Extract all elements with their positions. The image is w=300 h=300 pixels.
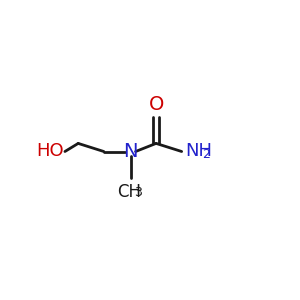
Text: NH: NH [185, 142, 212, 160]
Text: O: O [148, 95, 164, 114]
Text: CH: CH [117, 183, 141, 201]
Text: 2: 2 [202, 148, 210, 161]
Text: N: N [123, 142, 138, 160]
Text: 3: 3 [134, 186, 142, 199]
Text: HO: HO [36, 142, 64, 160]
